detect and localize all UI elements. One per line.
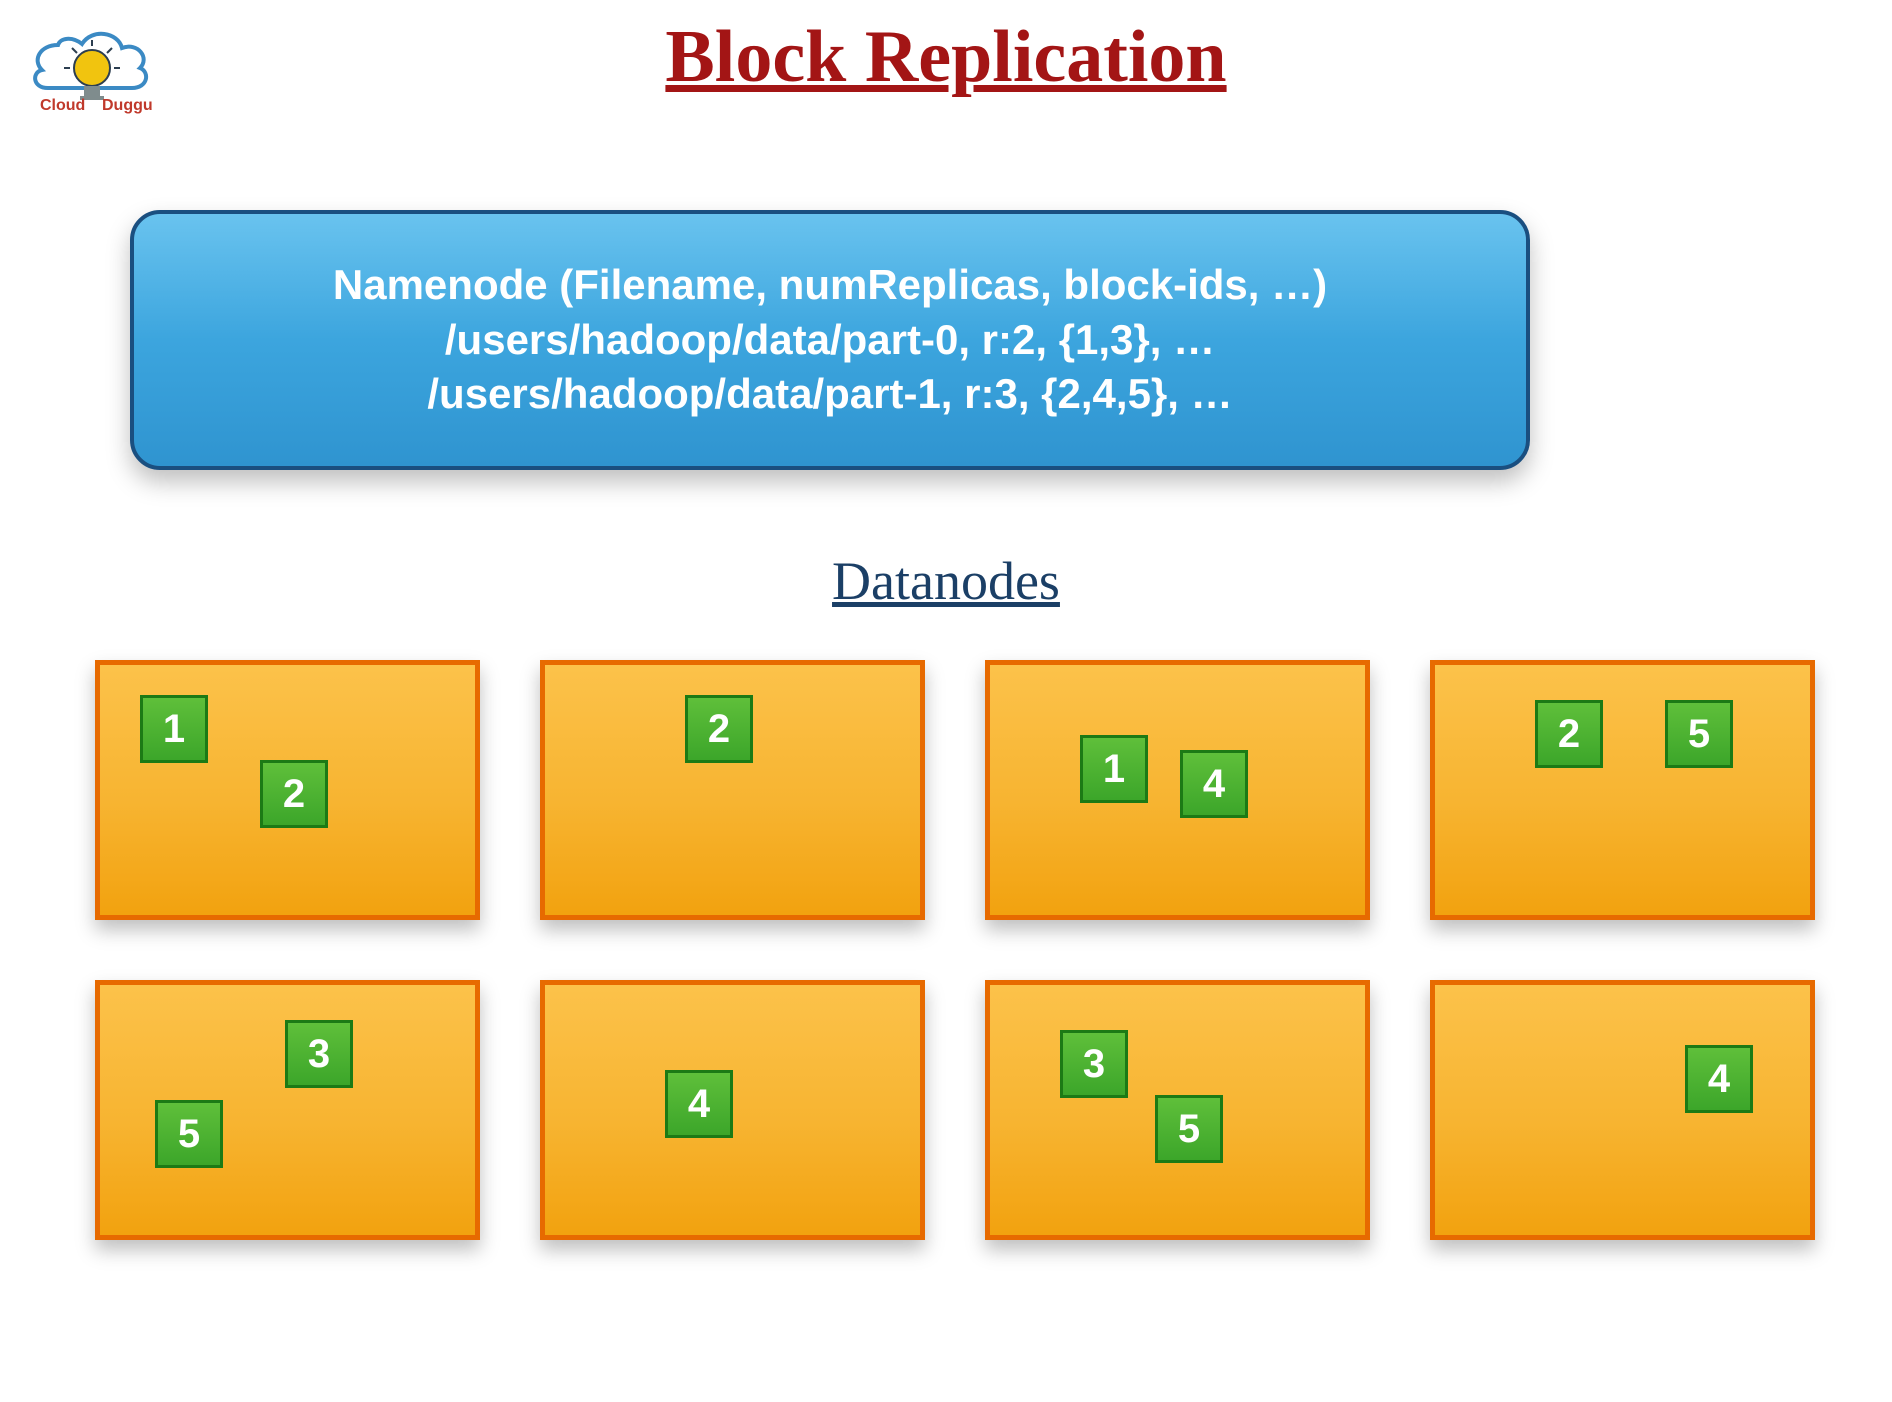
datanodes-grid: 1221425354354	[95, 660, 1815, 1240]
datanodes-label: Datanodes	[0, 550, 1892, 612]
block-5: 5	[155, 1100, 223, 1168]
namenode-line-2: /users/hadoop/data/part-1, r:3, {2,4,5},…	[427, 367, 1232, 422]
datanode-1: 2	[540, 660, 925, 920]
block-5: 5	[1155, 1095, 1223, 1163]
block-1: 1	[1080, 735, 1148, 803]
namenode-line-1: /users/hadoop/data/part-0, r:2, {1,3}, …	[445, 313, 1215, 368]
block-4: 4	[665, 1070, 733, 1138]
datanode-5: 4	[540, 980, 925, 1240]
page-title: Block Replication	[0, 15, 1892, 100]
datanode-4: 35	[95, 980, 480, 1240]
namenode-box: Namenode (Filename, numReplicas, block-i…	[130, 210, 1530, 470]
block-1: 1	[140, 695, 208, 763]
datanode-0: 12	[95, 660, 480, 920]
block-5: 5	[1665, 700, 1733, 768]
block-3: 3	[285, 1020, 353, 1088]
datanode-6: 35	[985, 980, 1370, 1240]
block-4: 4	[1685, 1045, 1753, 1113]
block-2: 2	[260, 760, 328, 828]
block-2: 2	[685, 695, 753, 763]
datanode-2: 14	[985, 660, 1370, 920]
block-4: 4	[1180, 750, 1248, 818]
block-2: 2	[1535, 700, 1603, 768]
datanode-3: 25	[1430, 660, 1815, 920]
datanode-7: 4	[1430, 980, 1815, 1240]
block-3: 3	[1060, 1030, 1128, 1098]
namenode-line-0: Namenode (Filename, numReplicas, block-i…	[333, 258, 1327, 313]
